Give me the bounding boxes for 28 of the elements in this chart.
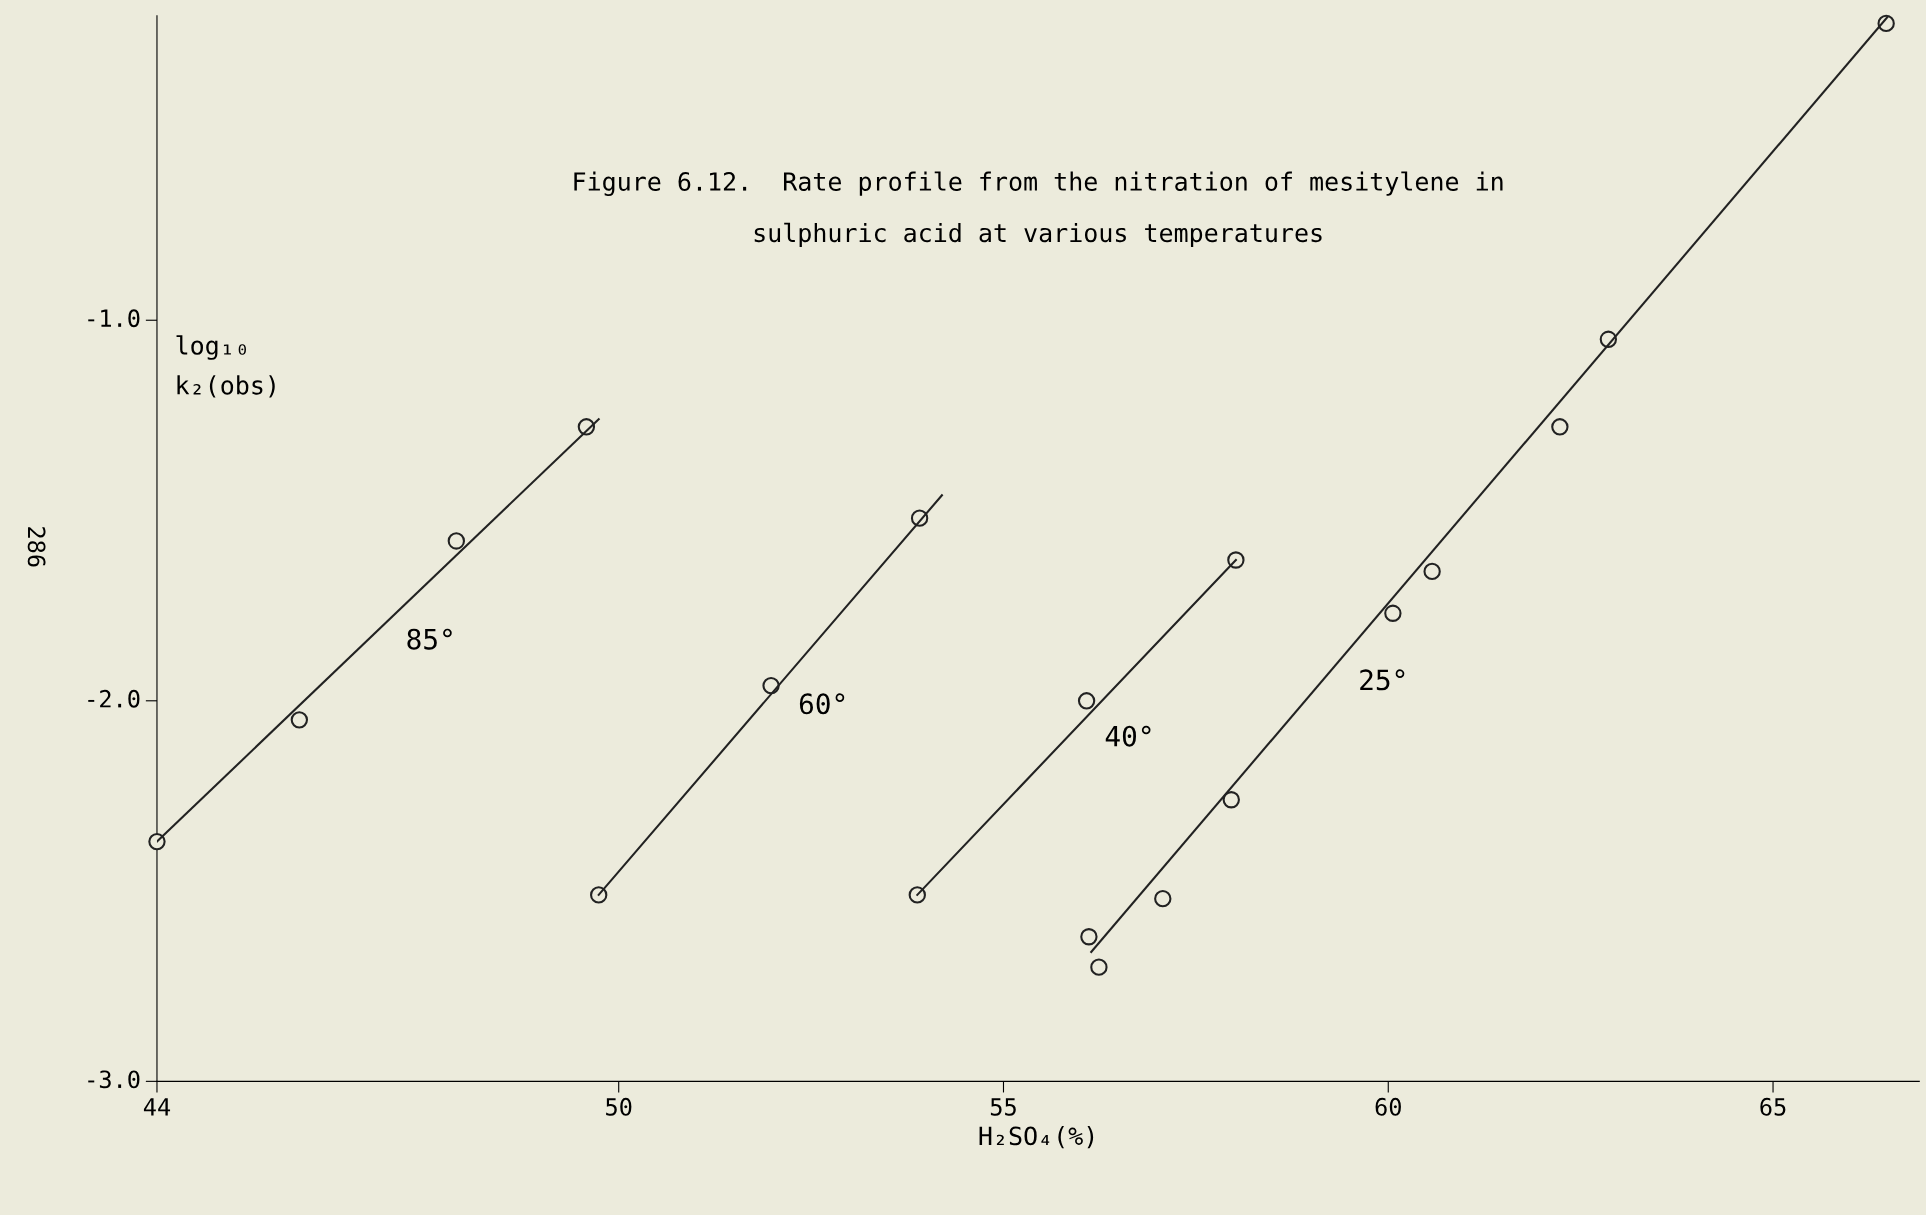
y-tick-label: -2.0: [88, 689, 140, 708]
x-tick-label: 55: [990, 1098, 1016, 1116]
x-tick-label: 65: [1760, 1097, 1786, 1116]
x-tick-label: 44: [143, 1098, 171, 1116]
point: [1080, 928, 1098, 946]
point: [1423, 562, 1441, 581]
y-tick-label: -1.0: [88, 309, 140, 328]
point: [1154, 890, 1172, 908]
point: [290, 711, 309, 729]
annotation: 85°: [407, 628, 452, 650]
y-tick-label: -3.0: [88, 1070, 140, 1089]
x-tick-label: 60: [1375, 1097, 1401, 1116]
point: [1077, 692, 1096, 710]
point: [908, 886, 926, 904]
point: [1551, 418, 1569, 436]
point: [1222, 791, 1240, 809]
y-axis-title: log₁₀ k₂(obs): [176, 335, 275, 398]
point: [1090, 958, 1108, 976]
point: [447, 532, 466, 550]
x-axis-title: H₂SO₄(%): [979, 1126, 1094, 1149]
annotation: 25°: [1360, 669, 1405, 691]
point: [1384, 604, 1402, 622]
text: Figure 6.12. Rate profile from the nitration of mesitylene in sulphuric acid at various temperatures: [574, 171, 1503, 248]
annotation: 40°: [1105, 725, 1151, 747]
x-tick-label: 50: [606, 1097, 632, 1116]
annotation: 60°: [799, 693, 845, 715]
point: [148, 832, 166, 851]
text: 286: [27, 527, 46, 567]
